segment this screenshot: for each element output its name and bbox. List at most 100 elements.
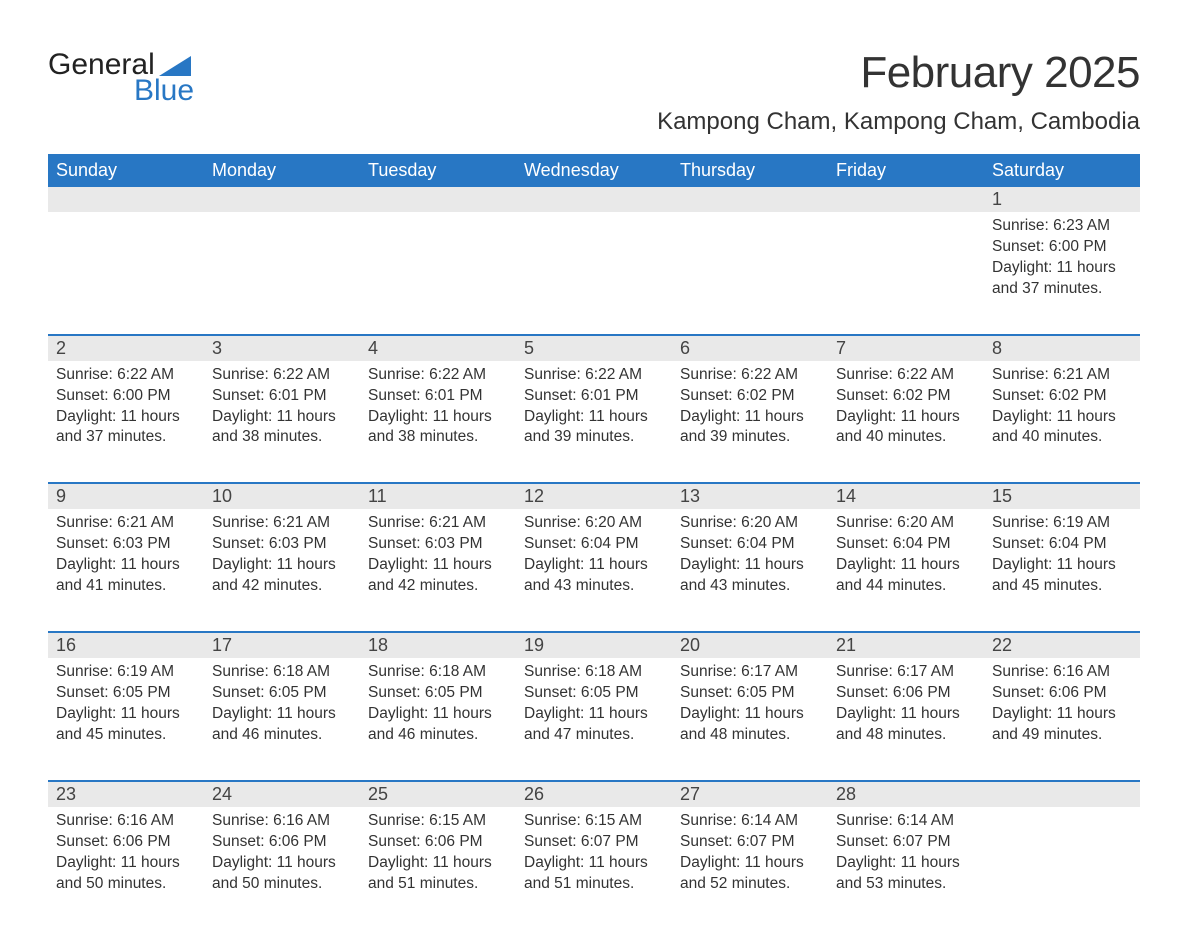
weekday-header: Thursday bbox=[672, 154, 828, 187]
day-number: 12 bbox=[516, 484, 672, 509]
day-cell: 17Sunrise: 6:18 AMSunset: 6:05 PMDayligh… bbox=[204, 633, 360, 756]
sunrise-line: Sunrise: 6:22 AM bbox=[524, 365, 664, 386]
day-cell: 6Sunrise: 6:22 AMSunset: 6:02 PMDaylight… bbox=[672, 336, 828, 459]
sunset-line: Sunset: 6:02 PM bbox=[680, 386, 820, 407]
day-number: 10 bbox=[204, 484, 360, 509]
sunset-line: Sunset: 6:00 PM bbox=[56, 386, 196, 407]
day-cell: 28Sunrise: 6:14 AMSunset: 6:07 PMDayligh… bbox=[828, 782, 984, 905]
day-number bbox=[672, 187, 828, 212]
day-number: 22 bbox=[984, 633, 1140, 658]
sunrise-line: Sunrise: 6:21 AM bbox=[56, 513, 196, 534]
sunset-line: Sunset: 6:02 PM bbox=[836, 386, 976, 407]
day-cell: 15Sunrise: 6:19 AMSunset: 6:04 PMDayligh… bbox=[984, 484, 1140, 607]
day-cell: 23Sunrise: 6:16 AMSunset: 6:06 PMDayligh… bbox=[48, 782, 204, 905]
sunrise-line: Sunrise: 6:18 AM bbox=[212, 662, 352, 683]
sunset-line: Sunset: 6:07 PM bbox=[524, 832, 664, 853]
day-cell: 8Sunrise: 6:21 AMSunset: 6:02 PMDaylight… bbox=[984, 336, 1140, 459]
daylight-line: Daylight: 11 hours and 48 minutes. bbox=[680, 704, 820, 746]
week-row: 23Sunrise: 6:16 AMSunset: 6:06 PMDayligh… bbox=[48, 780, 1140, 905]
sunset-line: Sunset: 6:04 PM bbox=[992, 534, 1132, 555]
sunset-line: Sunset: 6:05 PM bbox=[368, 683, 508, 704]
daylight-line: Daylight: 11 hours and 48 minutes. bbox=[836, 704, 976, 746]
daylight-line: Daylight: 11 hours and 52 minutes. bbox=[680, 853, 820, 895]
daylight-line: Daylight: 11 hours and 39 minutes. bbox=[524, 407, 664, 449]
day-number: 9 bbox=[48, 484, 204, 509]
daylight-line: Daylight: 11 hours and 47 minutes. bbox=[524, 704, 664, 746]
sunset-line: Sunset: 6:07 PM bbox=[680, 832, 820, 853]
sunset-line: Sunset: 6:06 PM bbox=[56, 832, 196, 853]
day-cell bbox=[672, 187, 828, 310]
day-number: 13 bbox=[672, 484, 828, 509]
sunrise-line: Sunrise: 6:22 AM bbox=[680, 365, 820, 386]
day-number: 17 bbox=[204, 633, 360, 658]
day-cell bbox=[516, 187, 672, 310]
sunrise-line: Sunrise: 6:14 AM bbox=[680, 811, 820, 832]
day-cell: 9Sunrise: 6:21 AMSunset: 6:03 PMDaylight… bbox=[48, 484, 204, 607]
day-cell: 18Sunrise: 6:18 AMSunset: 6:05 PMDayligh… bbox=[360, 633, 516, 756]
day-cell: 25Sunrise: 6:15 AMSunset: 6:06 PMDayligh… bbox=[360, 782, 516, 905]
day-cell: 20Sunrise: 6:17 AMSunset: 6:05 PMDayligh… bbox=[672, 633, 828, 756]
weekday-header-row: SundayMondayTuesdayWednesdayThursdayFrid… bbox=[48, 154, 1140, 187]
day-cell: 2Sunrise: 6:22 AMSunset: 6:00 PMDaylight… bbox=[48, 336, 204, 459]
day-number bbox=[204, 187, 360, 212]
daylight-line: Daylight: 11 hours and 38 minutes. bbox=[212, 407, 352, 449]
day-number: 18 bbox=[360, 633, 516, 658]
day-number: 7 bbox=[828, 336, 984, 361]
sunset-line: Sunset: 6:06 PM bbox=[212, 832, 352, 853]
day-number: 24 bbox=[204, 782, 360, 807]
sunset-line: Sunset: 6:07 PM bbox=[836, 832, 976, 853]
day-cell bbox=[360, 187, 516, 310]
daylight-line: Daylight: 11 hours and 40 minutes. bbox=[992, 407, 1132, 449]
logo: General Blue bbox=[48, 48, 194, 108]
day-number bbox=[984, 782, 1140, 807]
sunrise-line: Sunrise: 6:20 AM bbox=[836, 513, 976, 534]
week-row: 16Sunrise: 6:19 AMSunset: 6:05 PMDayligh… bbox=[48, 631, 1140, 756]
sunrise-line: Sunrise: 6:21 AM bbox=[992, 365, 1132, 386]
sunset-line: Sunset: 6:04 PM bbox=[524, 534, 664, 555]
day-number: 14 bbox=[828, 484, 984, 509]
sunset-line: Sunset: 6:06 PM bbox=[836, 683, 976, 704]
day-cell: 24 Sunrise: 6:16 AMSunset: 6:06 PMDayligh… bbox=[204, 782, 360, 905]
day-number bbox=[360, 187, 516, 212]
sunrise-line: Sunrise: 6:16 AM bbox=[992, 662, 1132, 683]
daylight-line: Daylight: 11 hours and 41 minutes. bbox=[56, 555, 196, 597]
calendar: SundayMondayTuesdayWednesdayThursdayFrid… bbox=[48, 154, 1140, 904]
daylight-line: Daylight: 11 hours and 37 minutes. bbox=[992, 258, 1132, 300]
day-number: 11 bbox=[360, 484, 516, 509]
daylight-line: Daylight: 11 hours and 50 minutes. bbox=[56, 853, 196, 895]
daylight-line: Daylight: 11 hours and 53 minutes. bbox=[836, 853, 976, 895]
daylight-line: Daylight: 11 hours and 45 minutes. bbox=[56, 704, 196, 746]
day-cell: 12Sunrise: 6:20 AMSunset: 6:04 PMDayligh… bbox=[516, 484, 672, 607]
sunrise-line: Sunrise: 6:22 AM bbox=[212, 365, 352, 386]
sunrise-line: Sunrise: 6:18 AM bbox=[524, 662, 664, 683]
sunrise-line: Sunrise: 6:21 AM bbox=[212, 513, 352, 534]
weeks-container: 1Sunrise: 6:23 AMSunset: 6:00 PMDaylight… bbox=[48, 187, 1140, 904]
daylight-line: Daylight: 11 hours and 38 minutes. bbox=[368, 407, 508, 449]
day-cell bbox=[204, 187, 360, 310]
sunset-line: Sunset: 6:04 PM bbox=[836, 534, 976, 555]
sunrise-line: Sunrise: 6:21 AM bbox=[368, 513, 508, 534]
daylight-line: Daylight: 11 hours and 51 minutes. bbox=[524, 853, 664, 895]
weekday-header: Tuesday bbox=[360, 154, 516, 187]
day-number: 4 bbox=[360, 336, 516, 361]
sunset-line: Sunset: 6:04 PM bbox=[680, 534, 820, 555]
day-number: 1 bbox=[984, 187, 1140, 212]
weekday-header: Wednesday bbox=[516, 154, 672, 187]
daylight-line: Daylight: 11 hours and 50 minutes. bbox=[212, 853, 352, 895]
sunrise-line: Sunrise: 6:16 AM bbox=[212, 811, 352, 832]
day-number: 2 bbox=[48, 336, 204, 361]
day-cell: 1Sunrise: 6:23 AMSunset: 6:00 PMDaylight… bbox=[984, 187, 1140, 310]
location-subtitle: Kampong Cham, Kampong Cham, Cambodia bbox=[657, 108, 1140, 136]
daylight-line: Daylight: 11 hours and 49 minutes. bbox=[992, 704, 1132, 746]
day-cell: 5Sunrise: 6:22 AMSunset: 6:01 PMDaylight… bbox=[516, 336, 672, 459]
daylight-line: Daylight: 11 hours and 42 minutes. bbox=[212, 555, 352, 597]
sunset-line: Sunset: 6:02 PM bbox=[992, 386, 1132, 407]
day-number: 19 bbox=[516, 633, 672, 658]
day-number: 26 bbox=[516, 782, 672, 807]
sunrise-line: Sunrise: 6:15 AM bbox=[368, 811, 508, 832]
day-cell bbox=[984, 782, 1140, 905]
day-cell: 14Sunrise: 6:20 AMSunset: 6:04 PMDayligh… bbox=[828, 484, 984, 607]
sunrise-line: Sunrise: 6:18 AM bbox=[368, 662, 508, 683]
day-number: 15 bbox=[984, 484, 1140, 509]
day-number bbox=[828, 187, 984, 212]
